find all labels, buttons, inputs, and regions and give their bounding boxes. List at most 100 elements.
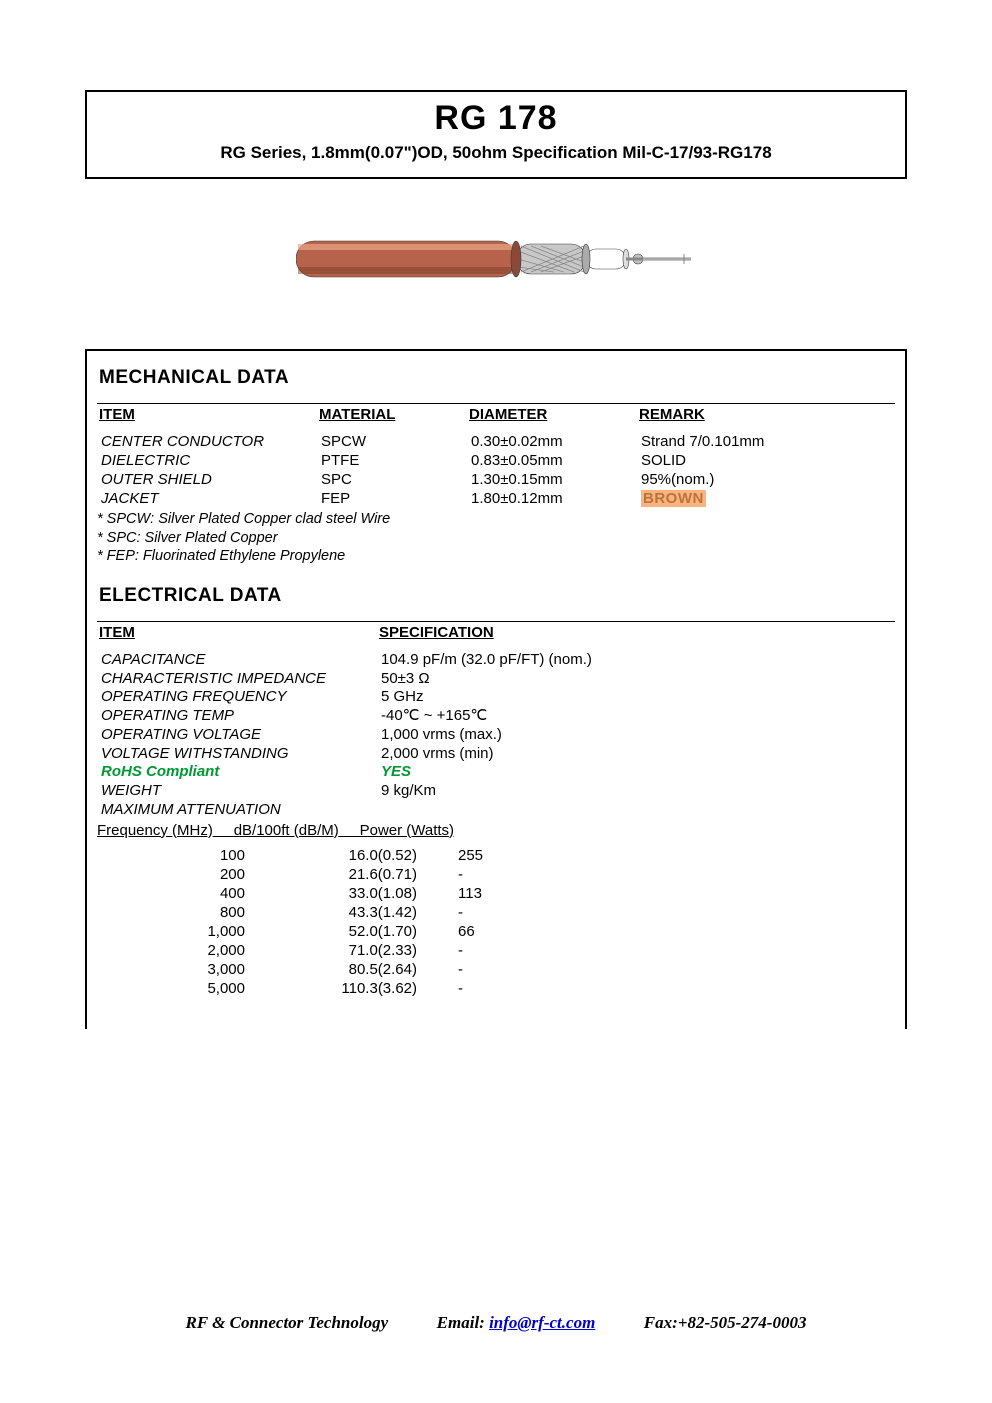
cell-diameter: 1.80±0.12mm bbox=[467, 490, 637, 509]
table-row: 20021.6(0.71)- bbox=[99, 866, 543, 883]
cell-db: 33.0(1.08) bbox=[251, 885, 421, 902]
cell-freq: 400 bbox=[99, 885, 249, 902]
col-material: MATERIAL bbox=[317, 404, 467, 434]
page-footer: RF & Connector Technology Email: info@rf… bbox=[0, 1313, 992, 1333]
cell-item: JACKET bbox=[97, 490, 317, 509]
cell-power: - bbox=[423, 866, 543, 883]
cell-spec: 1,000 vrms (max.) bbox=[377, 726, 895, 745]
page-title: RG 178 bbox=[97, 100, 895, 137]
cell-freq: 3,000 bbox=[99, 961, 249, 978]
note-line: * SPCW: Silver Plated Copper clad steel … bbox=[97, 510, 895, 528]
cell-power: - bbox=[423, 942, 543, 959]
page: RG 178 RG Series, 1.8mm(0.07")OD, 50ohm … bbox=[0, 0, 992, 1403]
cell-db: 80.5(2.64) bbox=[251, 961, 421, 978]
cell-material: SPCW bbox=[317, 433, 467, 452]
cell-item: OPERATING FREQUENCY bbox=[97, 688, 377, 707]
cell-freq: 800 bbox=[99, 904, 249, 921]
table-row: 1,00052.0(1.70)66 bbox=[99, 923, 543, 940]
table-row: OPERATING TEMP-40℃ ~ +165℃ bbox=[97, 707, 895, 726]
content-box: MECHANICAL DATA ITEM MATERIAL DIAMETER R… bbox=[85, 349, 907, 1028]
note-line: * SPC: Silver Plated Copper bbox=[97, 529, 895, 547]
cell-power: - bbox=[423, 980, 543, 997]
mechanical-table: ITEM MATERIAL DIAMETER REMARK CENTER CON… bbox=[97, 403, 895, 508]
note-line: * FEP: Fluorinated Ethylene Propylene bbox=[97, 547, 895, 565]
attn-col-freq: Frequency (MHz) bbox=[97, 822, 213, 839]
attn-col-db: dB/100ft (dB/M) bbox=[234, 822, 339, 839]
cell-freq: 200 bbox=[99, 866, 249, 883]
cell-item: MAXIMUM ATTENUATION bbox=[97, 801, 377, 820]
table-row: 10016.0(0.52)255 bbox=[99, 847, 543, 864]
attenuation-table: 10016.0(0.52)25520021.6(0.71)-40033.0(1.… bbox=[97, 845, 545, 999]
table-row: OPERATING VOLTAGE1,000 vrms (max.) bbox=[97, 726, 895, 745]
footer-fax: +82-505-274-0003 bbox=[678, 1313, 807, 1332]
cell-material: FEP bbox=[317, 490, 467, 509]
table-row: 3,00080.5(2.64)- bbox=[99, 961, 543, 978]
electrical-heading: ELECTRICAL DATA bbox=[99, 585, 895, 607]
cell-diameter: 1.30±0.15mm bbox=[467, 471, 637, 490]
table-row: 2,00071.0(2.33)- bbox=[99, 942, 543, 959]
cell-item: OPERATING VOLTAGE bbox=[97, 726, 377, 745]
cell-material: PTFE bbox=[317, 452, 467, 471]
table-row: 80043.3(1.42)- bbox=[99, 904, 543, 921]
cell-db: 52.0(1.70) bbox=[251, 923, 421, 940]
cell-power: - bbox=[423, 961, 543, 978]
cell-spec: -40℃ ~ +165℃ bbox=[377, 707, 895, 726]
cell-item: OUTER SHIELD bbox=[97, 471, 317, 490]
cell-item: OPERATING TEMP bbox=[97, 707, 377, 726]
cell-item: WEIGHT bbox=[97, 782, 377, 801]
table-row: CENTER CONDUCTORSPCW0.30±0.02mmStrand 7/… bbox=[97, 433, 895, 452]
table-row: 5,000110.3(3.62)- bbox=[99, 980, 543, 997]
cell-db: 110.3(3.62) bbox=[251, 980, 421, 997]
cell-spec bbox=[377, 801, 895, 820]
cell-freq: 5,000 bbox=[99, 980, 249, 997]
col-item: ITEM bbox=[97, 621, 377, 651]
attenuation-header-row: Frequency (MHz) dB/100ft (dB/M) Power (W… bbox=[97, 822, 895, 839]
table-row: WEIGHT9 kg/Km bbox=[97, 782, 895, 801]
table-row: CAPACITANCE104.9 pF/m (32.0 pF/FT) (nom.… bbox=[97, 651, 895, 670]
cell-item: VOLTAGE WITHSTANDING bbox=[97, 745, 377, 764]
brown-color-tag: BROWN bbox=[641, 490, 706, 507]
cell-material: SPC bbox=[317, 471, 467, 490]
cell-spec: 2,000 vrms (min) bbox=[377, 745, 895, 764]
title-box: RG 178 RG Series, 1.8mm(0.07")OD, 50ohm … bbox=[85, 90, 907, 179]
cell-db: 43.3(1.42) bbox=[251, 904, 421, 921]
cell-freq: 100 bbox=[99, 847, 249, 864]
cell-spec: YES bbox=[377, 763, 895, 782]
cell-item: DIELECTRIC bbox=[97, 452, 317, 471]
cable-cross-section-diagram bbox=[296, 229, 696, 289]
cell-freq: 1,000 bbox=[99, 923, 249, 940]
table-row: 40033.0(1.08)113 bbox=[99, 885, 543, 902]
cell-spec: 104.9 pF/m (32.0 pF/FT) (nom.) bbox=[377, 651, 895, 670]
footer-email-link[interactable]: info@rf-ct.com bbox=[489, 1313, 595, 1332]
cell-freq: 2,000 bbox=[99, 942, 249, 959]
cell-spec: 50±3 Ω bbox=[377, 670, 895, 689]
footer-fax-label: Fax: bbox=[644, 1313, 678, 1332]
col-remark: REMARK bbox=[637, 404, 895, 434]
cell-item: CENTER CONDUCTOR bbox=[97, 433, 317, 452]
col-spec: SPECIFICATION bbox=[377, 621, 895, 651]
table-header-row: ITEM SPECIFICATION bbox=[97, 621, 895, 651]
mechanical-heading: MECHANICAL DATA bbox=[99, 367, 895, 389]
cell-db: 71.0(2.33) bbox=[251, 942, 421, 959]
cell-diameter: 0.30±0.02mm bbox=[467, 433, 637, 452]
cell-item: RoHS Compliant bbox=[97, 763, 377, 782]
cell-remark: 95%(nom.) bbox=[637, 471, 895, 490]
table-row: MAXIMUM ATTENUATION bbox=[97, 801, 895, 820]
table-row: DIELECTRICPTFE0.83±0.05mmSOLID bbox=[97, 452, 895, 471]
col-diameter: DIAMETER bbox=[467, 404, 637, 434]
attn-col-power: Power (Watts) bbox=[360, 822, 454, 839]
table-row: JACKETFEP1.80±0.12mmBROWN bbox=[97, 490, 895, 509]
cell-remark: BROWN bbox=[637, 490, 895, 509]
cell-item: CHARACTERISTIC IMPEDANCE bbox=[97, 670, 377, 689]
cell-spec: 5 GHz bbox=[377, 688, 895, 707]
cell-power: 66 bbox=[423, 923, 543, 940]
footer-email-label: Email: bbox=[437, 1313, 489, 1332]
cell-power: - bbox=[423, 904, 543, 921]
col-item: ITEM bbox=[97, 404, 317, 434]
table-row: VOLTAGE WITHSTANDING2,000 vrms (min) bbox=[97, 745, 895, 764]
table-row: CHARACTERISTIC IMPEDANCE50±3 Ω bbox=[97, 670, 895, 689]
table-header-row: ITEM MATERIAL DIAMETER REMARK bbox=[97, 404, 895, 434]
cell-db: 21.6(0.71) bbox=[251, 866, 421, 883]
cell-power: 255 bbox=[423, 847, 543, 864]
cell-db: 16.0(0.52) bbox=[251, 847, 421, 864]
